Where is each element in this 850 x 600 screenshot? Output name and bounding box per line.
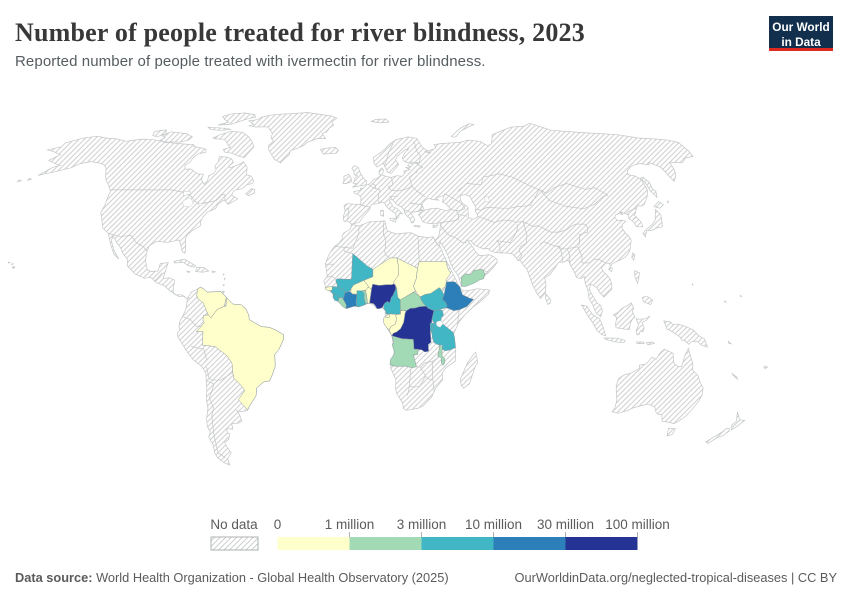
svg-text:30 million: 30 million [537, 517, 594, 532]
svg-text:10 million: 10 million [465, 517, 522, 532]
svg-text:100 million: 100 million [605, 517, 670, 532]
svg-text:3 million: 3 million [397, 517, 447, 532]
svg-text:No data: No data [210, 517, 258, 532]
svg-text:1 million: 1 million [325, 517, 375, 532]
svg-text:0: 0 [274, 517, 282, 532]
